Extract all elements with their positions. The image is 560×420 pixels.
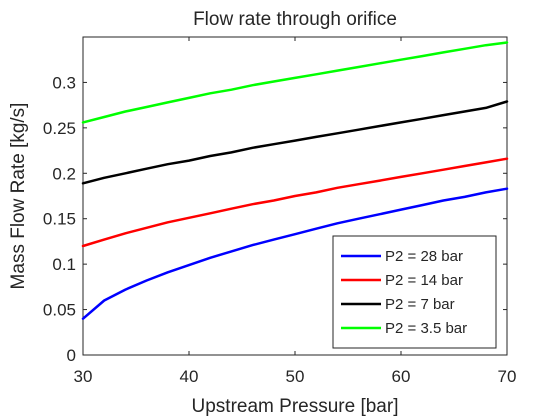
- y-axis-title: Mass Flow Rate [kg/s]: [8, 103, 29, 290]
- y-tick-label: 0.3: [52, 73, 76, 92]
- legend-label: P2 = 14 bar: [385, 272, 463, 289]
- y-tick-label: 0: [67, 346, 76, 365]
- x-tick-label: 60: [392, 367, 411, 386]
- x-tick-label: 40: [180, 367, 199, 386]
- legend-label: P2 = 28 bar: [385, 248, 463, 265]
- legend-label: P2 = 3.5 bar: [385, 320, 467, 337]
- legend: P2 = 28 bar P2 = 14 bar P2 = 7 bar P2 = 3.5…: [333, 236, 496, 348]
- y-tick-label: 0.2: [52, 164, 76, 183]
- y-tick-label: 0.1: [52, 255, 76, 274]
- legend-label: P2 = 7 bar: [385, 296, 455, 313]
- chart-title: Flow rate through orifice: [193, 9, 397, 30]
- x-tick-label: 70: [498, 367, 517, 386]
- x-tick-label: 30: [74, 367, 93, 386]
- y-tick-label: 0.25: [43, 119, 76, 138]
- y-tick-label: 0.05: [43, 301, 76, 320]
- y-tick-label: 0.15: [43, 210, 76, 229]
- x-tick-label: 50: [286, 367, 305, 386]
- x-axis-title: Upstream Pressure [bar]: [192, 396, 399, 417]
